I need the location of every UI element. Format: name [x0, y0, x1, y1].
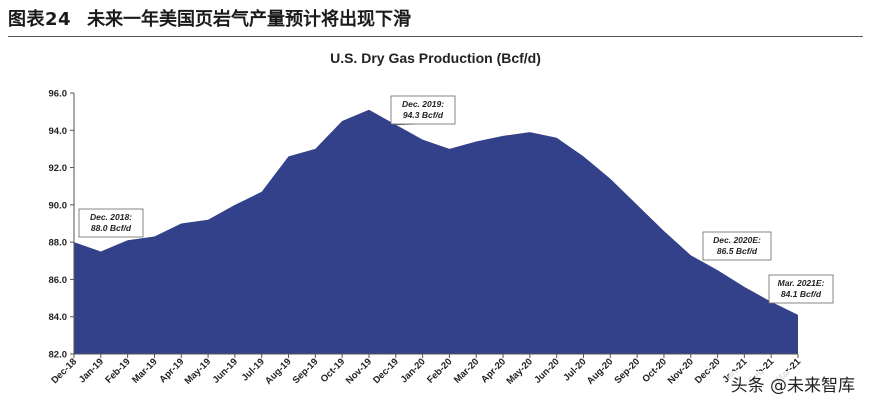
chart-title: U.S. Dry Gas Production (Bcf/d)	[330, 50, 541, 66]
annotation-text-Dec-20: Dec. 2020E:	[713, 235, 761, 245]
x-tick-label: Sep-20	[612, 356, 642, 386]
y-tick-label: 86.0	[49, 275, 68, 286]
x-tick-label: Jun-20	[532, 356, 561, 385]
x-tick-label: Oct-19	[319, 356, 348, 385]
x-tick-label: Dec-20	[693, 356, 723, 386]
figure-label: 图表24	[8, 9, 72, 30]
figure-header: 图表24 未来一年美国页岩气产量预计将出现下滑	[8, 2, 863, 34]
annotation-box-Dec-20	[702, 231, 772, 261]
annotation-text-Mar-21: Mar. 2021E:	[778, 278, 825, 288]
annotation-text-Dec-19: Dec. 2019:	[402, 99, 444, 109]
x-tick-label: Apr-20	[479, 356, 508, 385]
x-tick-label: Nov-20	[666, 356, 696, 386]
x-tick-label: Jan-20	[399, 356, 428, 385]
x-tick-label: Feb-19	[103, 356, 132, 385]
annotation-box-Dec-19	[390, 95, 456, 125]
annotation-text-Dec-18: 88.0 Bcf/d	[91, 223, 132, 233]
annotation-text-Dec-20: 86.5 Bcf/d	[717, 246, 758, 256]
annotation-text-Dec-18: Dec. 2018:	[90, 212, 132, 222]
x-tick-label: Mar-19	[130, 356, 159, 385]
x-tick-label: May-19	[183, 356, 214, 387]
x-tick-label: Feb-20	[425, 356, 454, 385]
x-tick-label: Oct-20	[640, 356, 669, 385]
annotation-text-Mar-21: 84.1 Bcf/d	[781, 289, 822, 299]
x-tick-label: May-20	[504, 356, 535, 387]
x-tick-label: Dec-19	[371, 356, 401, 386]
annotation-text-Dec-19: 94.3 Bcf/d	[403, 110, 444, 120]
y-tick-label: 94.0	[49, 126, 68, 137]
x-tick-label: Aug-19	[263, 356, 294, 387]
x-tick-label: Jan-19	[77, 356, 106, 385]
x-tick-label: Apr-19	[157, 356, 186, 385]
source-watermark: 头条 @未来智库	[728, 371, 857, 396]
y-tick-label: 88.0	[49, 238, 68, 249]
y-tick-label: 96.0	[49, 89, 68, 100]
x-tick-label: Sep-19	[291, 356, 321, 386]
annotation-box-Mar-21	[768, 274, 834, 304]
x-tick-label: Mar-20	[452, 356, 481, 385]
x-tick-label: Aug-20	[585, 356, 616, 387]
y-tick-label: 90.0	[49, 200, 68, 211]
x-tick-label: Dec-18	[49, 356, 79, 386]
annotation-box-Dec-18	[78, 208, 144, 238]
figure-title: 未来一年美国页岩气产量预计将出现下滑	[87, 9, 412, 30]
x-tick-label: Nov-19	[344, 356, 374, 386]
y-tick-label: 82.0	[49, 350, 68, 361]
y-tick-label: 92.0	[49, 163, 68, 174]
x-tick-label: Jun-19	[211, 356, 240, 385]
y-tick-label: 84.0	[49, 312, 68, 323]
header-divider	[8, 36, 863, 37]
production-area	[74, 109, 798, 354]
